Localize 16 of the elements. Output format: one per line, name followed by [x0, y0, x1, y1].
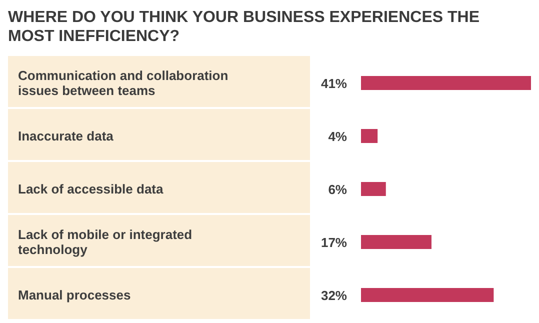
y-tick-label: Manual processes	[18, 288, 131, 302]
data-label: 32%	[320, 288, 348, 303]
bar	[361, 235, 432, 249]
y-tick-label: Lack of accessible data	[18, 182, 164, 196]
data-label: 17%	[320, 235, 348, 250]
bar	[361, 129, 378, 143]
bar	[361, 182, 386, 196]
y-tick-label: Communication and collaboration issues between teams	[18, 68, 228, 98]
data-label: 41%	[320, 76, 348, 91]
data-label: 4%	[328, 129, 348, 144]
bar	[361, 288, 494, 302]
y-tick-label: Inaccurate data	[18, 128, 114, 144]
y-tick-label: Lack of mobile or integrated technology	[18, 227, 192, 257]
chart-title: WHERE DO YOU THINK YOUR BUSINESS EXPERIENCES THE MOST INEFFICIENCY?	[8, 8, 480, 47]
bar	[361, 76, 531, 90]
data-label: 6%	[328, 182, 348, 197]
